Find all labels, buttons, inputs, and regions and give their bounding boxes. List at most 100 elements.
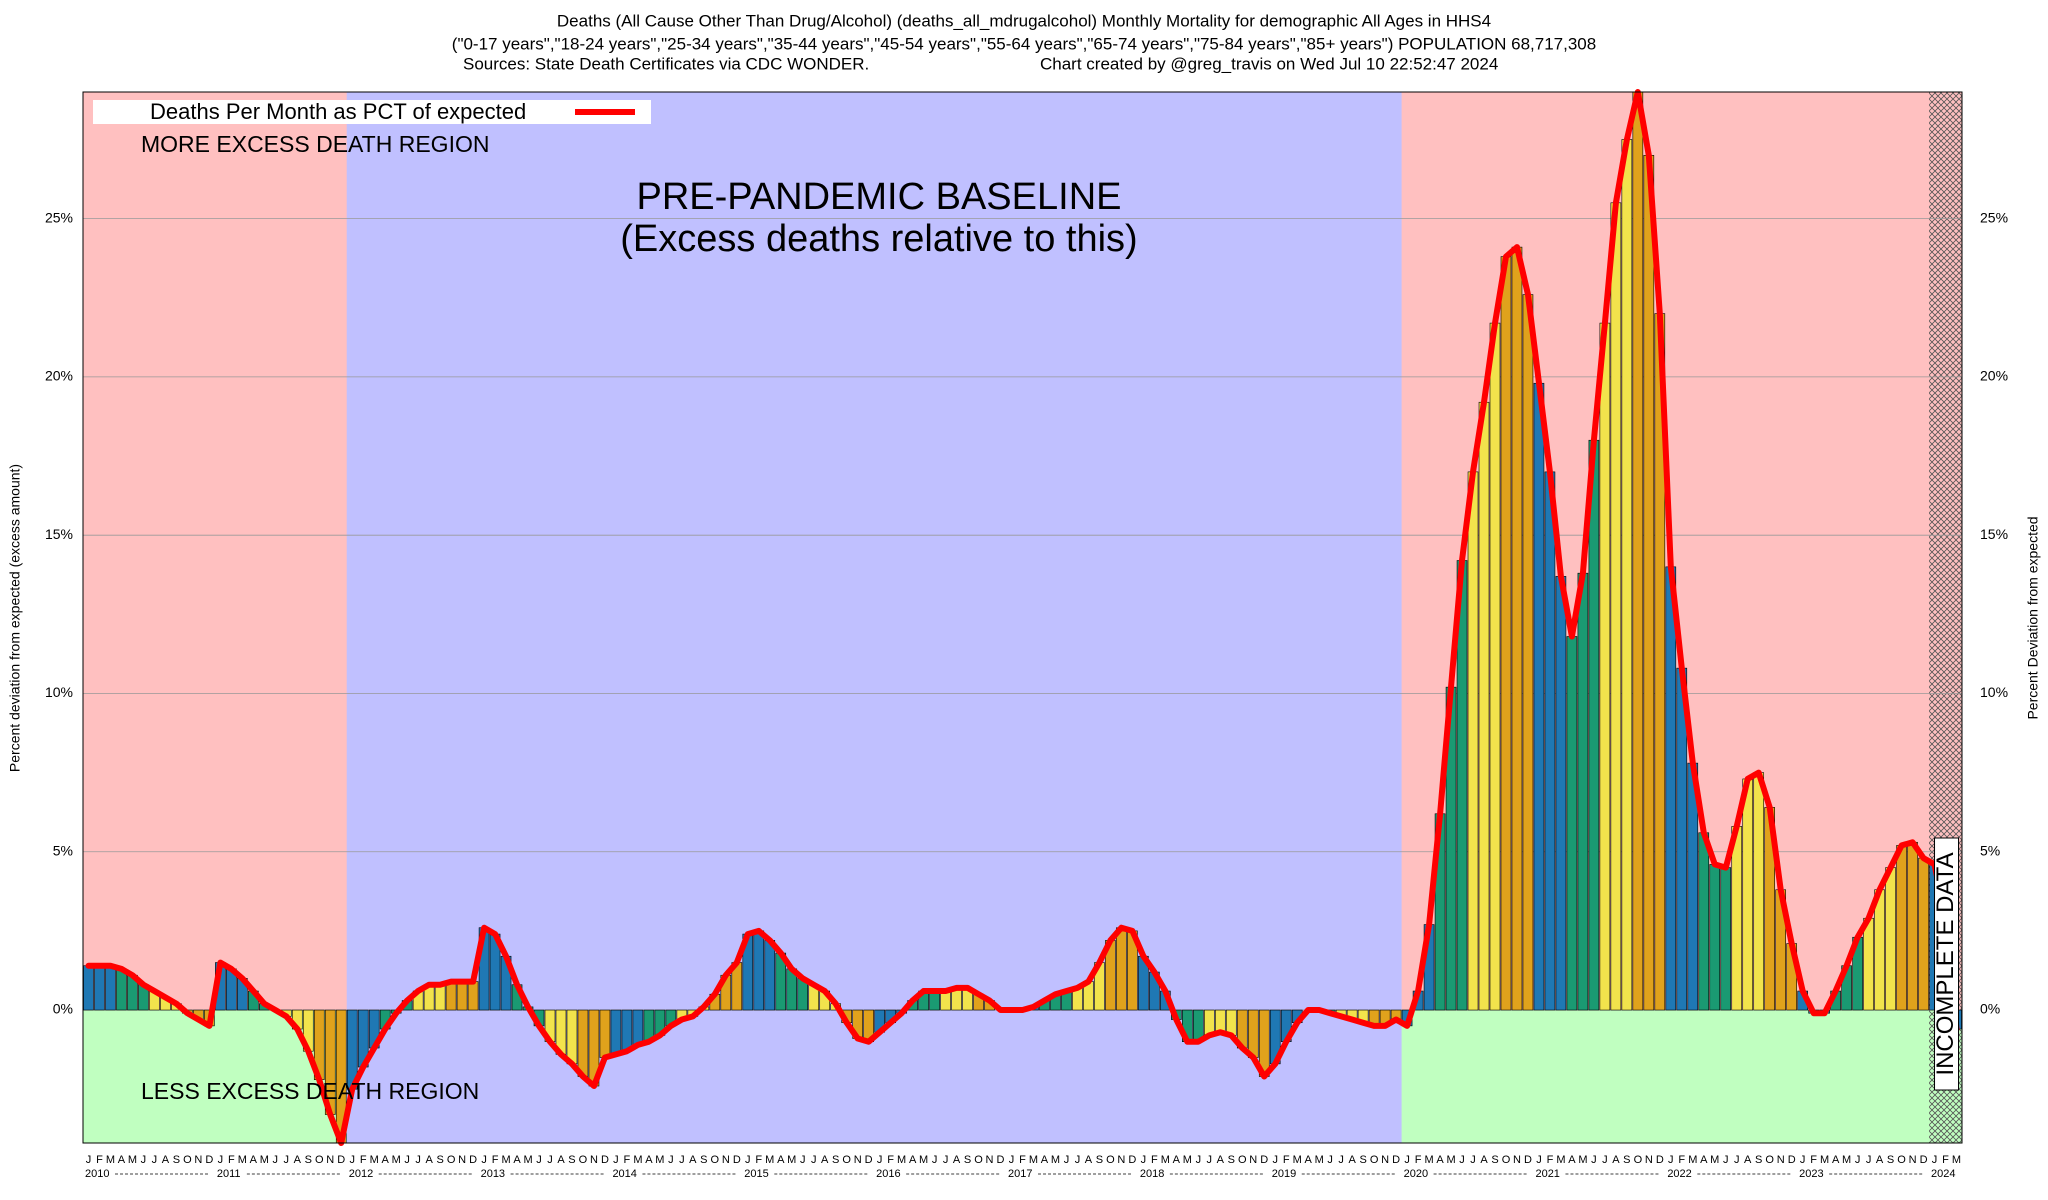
x-tick-label: A bbox=[1305, 1154, 1313, 1166]
x-tick-label: S bbox=[568, 1154, 575, 1166]
bar bbox=[116, 968, 127, 1011]
x-tick-label: J bbox=[1602, 1154, 1608, 1166]
bar bbox=[1566, 636, 1578, 1011]
x-tick-label: J bbox=[1734, 1154, 1740, 1166]
x-tick-label: F bbox=[1547, 1154, 1554, 1166]
x-tick-label: S bbox=[1887, 1154, 1894, 1166]
x-tick-label: A bbox=[1700, 1154, 1708, 1166]
x-tick-label: J bbox=[1404, 1154, 1410, 1166]
x-tick-label: D bbox=[1524, 1154, 1532, 1166]
bar bbox=[1511, 246, 1523, 1011]
y-tick-label: 5% bbox=[53, 842, 73, 858]
x-tick-label: O bbox=[1370, 1154, 1379, 1166]
x-tick-label: J bbox=[1272, 1154, 1278, 1166]
x-tick-label: A bbox=[645, 1154, 653, 1166]
x-tick-label: J bbox=[547, 1154, 553, 1166]
bar bbox=[1665, 566, 1677, 1011]
x-tick-label: A bbox=[1436, 1154, 1444, 1166]
x-tick-label: J bbox=[1338, 1154, 1344, 1166]
x-tick-label: J bbox=[943, 1154, 949, 1166]
x-tick-label: M bbox=[1556, 1154, 1565, 1166]
bar bbox=[1742, 778, 1754, 1011]
x-tick-label: M bbox=[1446, 1154, 1455, 1166]
year-label: 2016 bbox=[876, 1168, 900, 1180]
bar bbox=[1544, 471, 1556, 1011]
x-tick-label: M bbox=[1952, 1154, 1961, 1166]
legend-box bbox=[93, 100, 651, 124]
x-tick-label: J bbox=[481, 1154, 487, 1166]
x-tick-label: M bbox=[392, 1154, 401, 1166]
x-tick-label: A bbox=[294, 1154, 302, 1166]
x-tick-label: M bbox=[106, 1154, 115, 1166]
x-tick-label: A bbox=[1217, 1154, 1225, 1166]
x-tick-label: A bbox=[777, 1154, 785, 1166]
y2-axis-label: Percent Deviation from expected bbox=[2025, 516, 2041, 719]
x-tick-label: N bbox=[590, 1154, 598, 1166]
x-tick-label: M bbox=[1820, 1154, 1829, 1166]
bar bbox=[1555, 576, 1567, 1011]
x-tick-label: M bbox=[1842, 1154, 1851, 1166]
bar bbox=[1698, 832, 1710, 1011]
bar bbox=[1885, 867, 1896, 1011]
legend-label: Deaths Per Month as PCT of expected bbox=[150, 99, 526, 124]
x-tick-label: M bbox=[1315, 1154, 1324, 1166]
x-tick-label: D bbox=[337, 1154, 345, 1166]
x-tick-label: A bbox=[1832, 1154, 1840, 1166]
x-tick-label: M bbox=[1710, 1154, 1719, 1166]
chart-title: Deaths (All Cause Other Than Drug/Alcoho… bbox=[557, 11, 1491, 30]
x-tick-label: J bbox=[1800, 1154, 1806, 1166]
bar bbox=[467, 981, 479, 1011]
year-label: 2021 bbox=[1535, 1168, 1559, 1180]
x-tick-label: M bbox=[1161, 1154, 1170, 1166]
x-tick-label: M bbox=[260, 1154, 269, 1166]
bar bbox=[1610, 202, 1622, 1011]
x-tick-label: J bbox=[1591, 1154, 1597, 1166]
baseline-region bbox=[346, 92, 1402, 1143]
x-tick-label: N bbox=[986, 1154, 994, 1166]
x-tick-label: N bbox=[1381, 1154, 1389, 1166]
year-label: 2010 bbox=[85, 1168, 109, 1180]
x-tick-label: A bbox=[1480, 1154, 1488, 1166]
x-tick-label: J bbox=[1075, 1154, 1081, 1166]
x-tick-label: D bbox=[469, 1154, 477, 1166]
x-tick-label: F bbox=[1151, 1154, 1158, 1166]
bar bbox=[1588, 439, 1600, 1011]
x-tick-label: J bbox=[1470, 1154, 1476, 1166]
x-tick-label: S bbox=[1228, 1154, 1235, 1166]
x-tick-label: A bbox=[382, 1154, 390, 1166]
x-tick-label: A bbox=[1568, 1154, 1576, 1166]
x-tick-label: J bbox=[1536, 1154, 1542, 1166]
x-tick-label: D bbox=[1920, 1154, 1928, 1166]
y-axis-label: Percent deviation from expected (excess … bbox=[7, 464, 23, 772]
bar bbox=[1632, 91, 1644, 1011]
x-tick-label: J bbox=[273, 1154, 279, 1166]
x-tick-label: D bbox=[205, 1154, 213, 1166]
x-tick-label: N bbox=[1909, 1154, 1917, 1166]
bar bbox=[1709, 864, 1721, 1011]
x-tick-label: O bbox=[1238, 1154, 1247, 1166]
bar bbox=[1874, 889, 1885, 1011]
x-tick-label: J bbox=[86, 1154, 92, 1166]
x-tick-label: O bbox=[1634, 1154, 1643, 1166]
x-tick-label: S bbox=[436, 1154, 443, 1166]
bar bbox=[753, 930, 765, 1011]
x-tick-label: M bbox=[1183, 1154, 1192, 1166]
x-tick-label: M bbox=[523, 1154, 532, 1166]
bar bbox=[434, 984, 446, 1011]
x-tick-label: S bbox=[964, 1154, 971, 1166]
incomplete-label-box bbox=[1934, 837, 1960, 1091]
x-tick-label: J bbox=[1207, 1154, 1213, 1166]
more-region-label: MORE EXCESS DEATH REGION bbox=[141, 131, 489, 157]
x-tick-label: S bbox=[700, 1154, 707, 1166]
x-tick-label: F bbox=[755, 1154, 762, 1166]
bar bbox=[1533, 382, 1545, 1011]
credit: Chart created by @greg_travis on Wed Jul… bbox=[1040, 54, 1498, 73]
bar bbox=[94, 965, 105, 1011]
x-tick-label: J bbox=[1723, 1154, 1729, 1166]
x-tick-label: D bbox=[997, 1154, 1005, 1166]
x-tick-label: F bbox=[1019, 1154, 1026, 1166]
x-tick-label: J bbox=[1009, 1154, 1015, 1166]
x-tick-label: J bbox=[152, 1154, 158, 1166]
x-tick-label: J bbox=[141, 1154, 147, 1166]
x-tick-label: F bbox=[96, 1154, 103, 1166]
